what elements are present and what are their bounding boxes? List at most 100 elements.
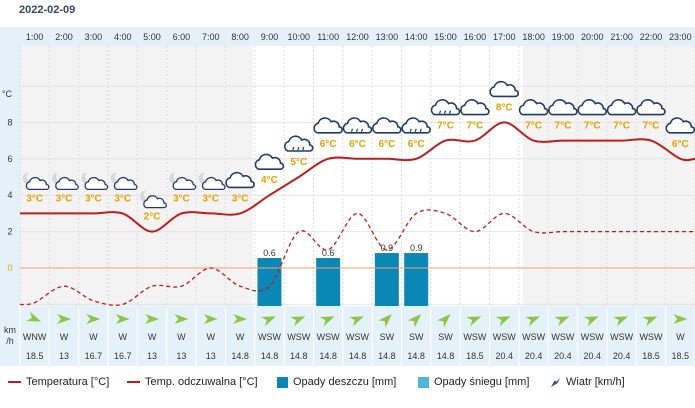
legend-snow-swatch xyxy=(418,376,429,388)
wind-arrow-icon xyxy=(86,314,101,324)
wind-direction-label: WSW xyxy=(317,332,340,342)
wind-arrow-icon xyxy=(349,316,364,327)
hour-label: 2:00 xyxy=(55,32,73,42)
y-axis: °C 0 2 4 6 8 km/h xyxy=(2,89,16,346)
wind-direction-label: WSW xyxy=(581,332,604,342)
legend-snow: Opady śniegu [mm] xyxy=(418,376,529,388)
wind-speed-label: 14.8 xyxy=(231,351,249,361)
rain-bars: 0.6 0.6 0.9 0.9 xyxy=(257,243,429,306)
hour-label: 4:00 xyxy=(114,32,132,42)
hour-label: 6:00 xyxy=(173,32,191,42)
legend-temperature-swatch xyxy=(8,381,21,383)
hour-label: 11:00 xyxy=(317,32,339,42)
wind-arrow-icon xyxy=(495,316,511,327)
wind-direction-label: WSW xyxy=(463,332,486,342)
wind-arrow-icon xyxy=(174,314,189,324)
cloud-icon xyxy=(548,99,578,116)
wind-direction-label: WSW xyxy=(522,332,545,342)
wind-arrow-icon xyxy=(583,316,599,327)
moon-cloud-icon xyxy=(140,189,167,209)
temperature-label: 3°C xyxy=(114,193,131,204)
cloud-icon xyxy=(636,99,666,116)
rain-value-label: 0.6 xyxy=(263,248,276,258)
hour-label: 15:00 xyxy=(434,32,457,42)
wind-speed-label: 20.4 xyxy=(554,351,572,361)
y-tick-label: 6 xyxy=(7,154,12,164)
wind-direction-label: WSW xyxy=(493,332,516,342)
wind-arrow-icon xyxy=(261,316,276,327)
wind-direction-label: WSW xyxy=(346,332,369,342)
hour-label: 3:00 xyxy=(85,32,103,42)
wind-speed-label: 20.4 xyxy=(613,351,631,361)
temperature-label: 7°C xyxy=(466,121,483,132)
wind-speed-label: 14.8 xyxy=(437,351,455,361)
cloud-icon xyxy=(577,99,608,116)
legend-temperature-label: Temperatura [°C] xyxy=(26,376,110,388)
hour-label: 5:00 xyxy=(143,32,161,42)
legend-apparent: Temp. odczuwalna [°C] xyxy=(127,376,258,388)
wind-direction-label: WSW xyxy=(610,332,633,342)
cloud-icon xyxy=(665,117,695,134)
temperature-label: 7°C xyxy=(525,121,542,132)
wind-direction-label: W xyxy=(60,332,69,342)
hour-label: 23:00 xyxy=(669,32,692,42)
temperature-label: 3°C xyxy=(85,193,102,204)
temperature-label: 7°C xyxy=(613,121,630,132)
legend-snow-label: Opady śniegu [mm] xyxy=(434,376,530,388)
moon-cloud-icon xyxy=(22,171,50,191)
left-axis-band xyxy=(0,27,20,366)
wind-arrow-icon xyxy=(673,314,688,324)
cloud-icon xyxy=(489,80,519,98)
apparent-temperature-line xyxy=(19,209,695,306)
legend-apparent-label: Temp. odczuwalna [°C] xyxy=(145,376,258,388)
wind-direction-label: W xyxy=(89,332,98,342)
temperature-label: 7°C xyxy=(437,121,454,132)
wind-arrow-icon xyxy=(203,314,218,324)
legend-temperature: Temperatura [°C] xyxy=(8,376,109,388)
hour-label: 14:00 xyxy=(405,32,428,42)
wind-arrow-icon xyxy=(319,316,335,327)
wind-unit-label: /h xyxy=(6,336,14,346)
y-tick-label: 8 xyxy=(7,117,12,127)
temperature-label: 3°C xyxy=(26,193,43,204)
legend-rain: Opady deszczu [mm] xyxy=(277,376,396,388)
wind-direction-label: WSW xyxy=(639,332,662,342)
wind-arrow-icon xyxy=(290,316,306,327)
legend-rain-label: Opady deszczu [mm] xyxy=(293,376,397,388)
hour-labels: 1:00 2:00 3:00 4:00 5:00 6:00 7:00 8:00 9:00 10:0… xyxy=(26,32,692,42)
temperature-label: 6°C xyxy=(408,139,425,150)
wind-speed-label: 14.8 xyxy=(349,351,367,361)
rain-cloud-icon xyxy=(342,117,373,134)
rain-bar xyxy=(374,253,399,306)
cloud-icon xyxy=(254,153,285,170)
wind-arrow-icon xyxy=(613,316,629,327)
cloud-icon xyxy=(460,99,490,116)
temperature-label: 6°C xyxy=(320,139,337,150)
wind-speed-label: 20.4 xyxy=(495,351,513,361)
wind-speed-label: 13 xyxy=(59,351,69,361)
wind-speed-label: 16.7 xyxy=(85,351,103,361)
cloud-icon xyxy=(225,171,255,189)
wind-direction-label: WSW xyxy=(258,332,281,342)
rain-cloud-icon xyxy=(401,117,431,134)
wind-arrow-icon xyxy=(525,316,541,327)
hour-label: 10:00 xyxy=(288,32,311,42)
wind-arrow-icon xyxy=(642,316,658,327)
hour-label: 20:00 xyxy=(581,32,604,42)
wind-direction-label: W xyxy=(118,332,127,342)
temperature-label: 7°C xyxy=(643,121,660,132)
weather-chart: °C 0 2 4 6 8 km/h 1:00 2:00 3:00 4:00 5:00 6:00 7:00… xyxy=(0,27,695,366)
hour-label: 7:00 xyxy=(202,32,220,42)
rain-bar xyxy=(404,253,429,306)
temperature-label: 3°C xyxy=(232,193,249,204)
hour-label: 21:00 xyxy=(610,32,633,42)
temperature-label: 2°C xyxy=(144,212,161,223)
wind-speed-label: 18.5 xyxy=(26,351,44,361)
hour-label: 13:00 xyxy=(376,32,399,42)
moon-cloud-icon xyxy=(81,171,109,191)
wind-direction-label: W xyxy=(207,332,216,342)
moon-cloud-icon xyxy=(110,171,138,191)
wind-direction-label: W xyxy=(236,332,245,342)
rain-cloud-icon xyxy=(283,135,314,152)
wind-speed-label: 14.8 xyxy=(407,351,425,361)
